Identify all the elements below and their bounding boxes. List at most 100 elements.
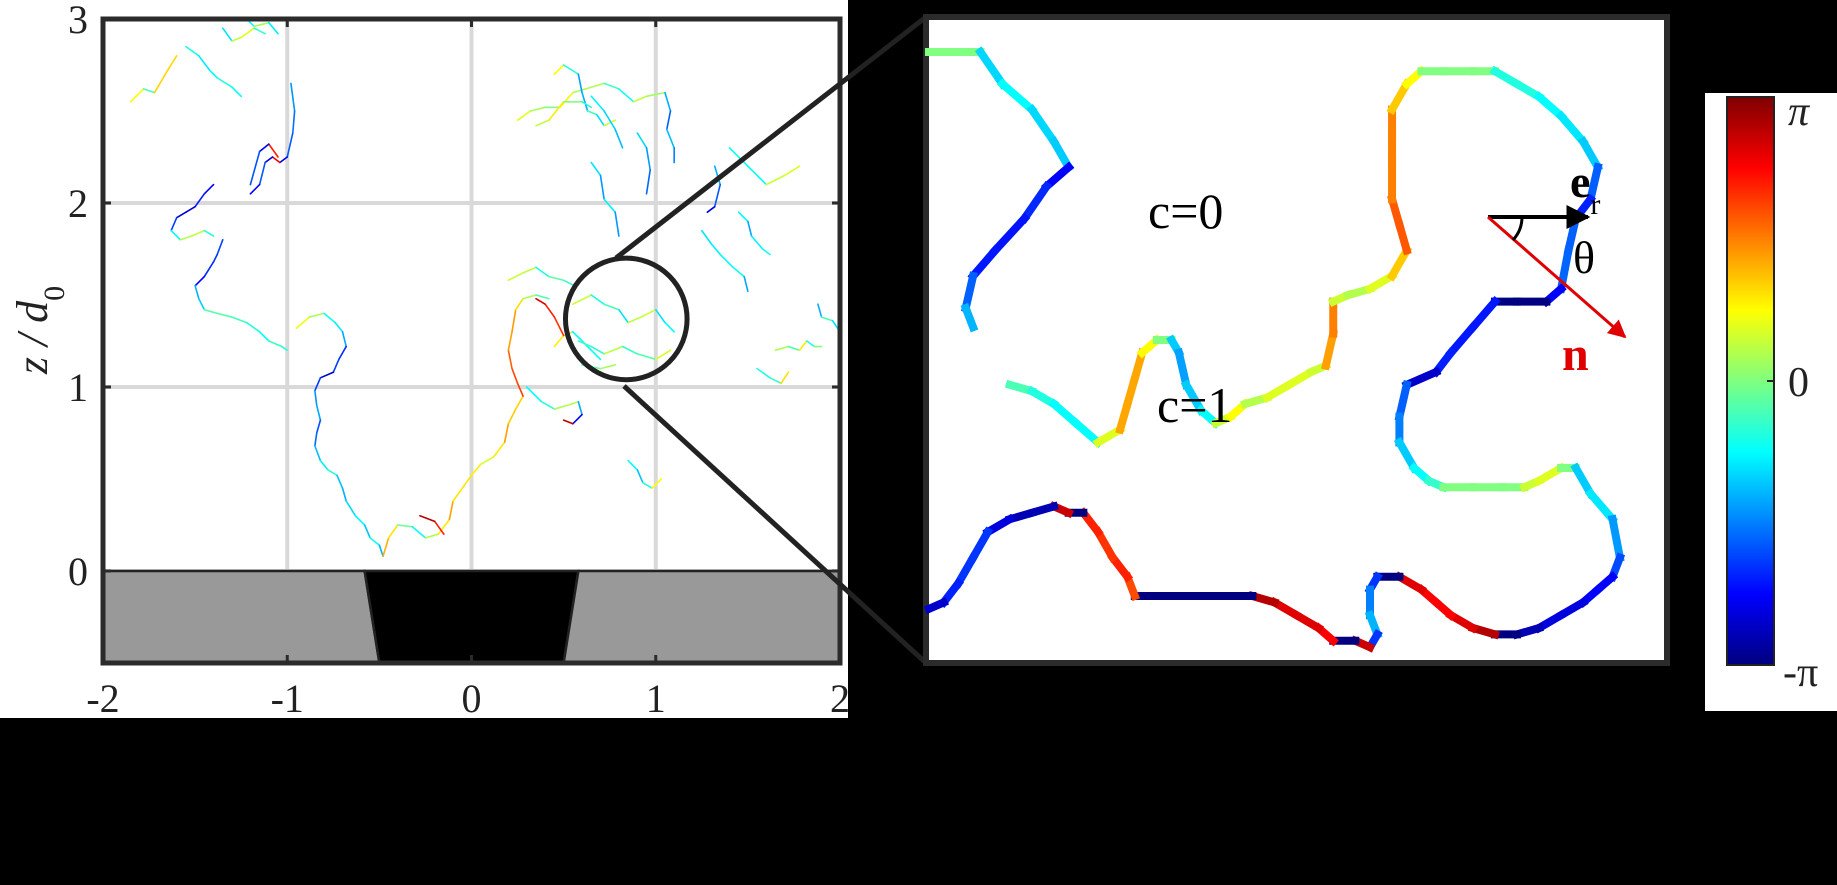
flame-front-segment bbox=[166, 54, 178, 72]
flame-front-segment bbox=[452, 487, 464, 502]
flame-front-segment bbox=[129, 88, 145, 103]
flame-front-segment bbox=[507, 272, 524, 282]
flame-front-segment bbox=[170, 216, 178, 232]
flame-front-segment bbox=[336, 474, 344, 490]
flame-front-segment bbox=[572, 330, 583, 342]
flame-front-segment bbox=[290, 82, 296, 112]
zoom-front-segment bbox=[1018, 180, 1053, 224]
flame-front-segment bbox=[522, 266, 537, 274]
flame-front-segment bbox=[396, 524, 414, 528]
flame-front-segment bbox=[614, 211, 620, 237]
flame-front-segment bbox=[590, 161, 602, 177]
zoom-front-segment bbox=[967, 526, 994, 564]
flame-front-segment bbox=[590, 345, 605, 355]
x-tick-label: -2 bbox=[86, 676, 119, 721]
flame-front-segment bbox=[221, 27, 233, 42]
zoom-front-segment bbox=[1070, 417, 1104, 449]
flame-front-segment bbox=[654, 349, 672, 361]
zoom-front-segment bbox=[1180, 379, 1207, 416]
zoom-front-segment bbox=[1401, 366, 1442, 391]
flame-front-segment bbox=[645, 169, 652, 195]
flame-front-segment bbox=[511, 308, 517, 333]
flame-front-segment bbox=[433, 520, 445, 536]
flame-front-segment bbox=[253, 21, 270, 28]
flame-front-segment bbox=[326, 468, 338, 477]
flame-front-segment bbox=[319, 459, 329, 471]
flame-front-segment bbox=[618, 88, 635, 103]
flame-front-segment bbox=[511, 367, 519, 385]
flame-front-segment bbox=[387, 524, 399, 539]
flame-front-segment bbox=[203, 183, 215, 195]
flame-front-segment bbox=[535, 266, 550, 278]
flame-front-segment bbox=[636, 353, 657, 361]
zoom-front-segment bbox=[996, 78, 1038, 116]
flame-front-segment bbox=[548, 101, 565, 121]
zoom-front-segment bbox=[1026, 385, 1060, 410]
flame-front-segment bbox=[268, 21, 279, 35]
label-theta: θ bbox=[1573, 232, 1595, 283]
flame-front-segment bbox=[334, 321, 344, 333]
flame-front-segment bbox=[627, 459, 639, 471]
flame-front-segment bbox=[194, 284, 200, 300]
flame-front-segment bbox=[614, 128, 624, 149]
colorbar-label-mid: 0 bbox=[1788, 360, 1809, 406]
y-axis-label: z / d0 bbox=[8, 286, 71, 375]
flame-front-segment bbox=[411, 526, 427, 539]
flame-front-segment bbox=[314, 376, 322, 392]
flame-front-segment bbox=[203, 229, 215, 237]
label-c0: c=0 bbox=[1148, 183, 1223, 239]
flame-front-segment bbox=[153, 69, 169, 94]
flame-front-segment bbox=[258, 330, 270, 342]
flame-front-segment bbox=[664, 321, 675, 333]
flame-fronts bbox=[129, 18, 841, 558]
flame-front-segment bbox=[170, 229, 182, 241]
flame-front-segment bbox=[516, 382, 524, 398]
flame-front-segment bbox=[231, 86, 242, 98]
flame-front-segment bbox=[572, 88, 587, 94]
flame-front-segment bbox=[253, 27, 266, 35]
flame-front-segment bbox=[603, 119, 617, 127]
flame-front-segment bbox=[761, 248, 771, 256]
flame-front-segment bbox=[553, 64, 565, 75]
flame-front-segment bbox=[231, 36, 242, 42]
flame-front-segment bbox=[710, 242, 722, 256]
zoom-circle bbox=[562, 255, 690, 383]
flame-front-segment bbox=[314, 432, 318, 447]
label-n: n bbox=[1562, 328, 1589, 381]
flame-front-segment bbox=[535, 297, 547, 306]
flame-front-segment bbox=[345, 500, 357, 517]
flame-front-segment bbox=[599, 364, 617, 370]
flame-front-segment bbox=[535, 294, 550, 300]
flame-front-segment bbox=[603, 303, 620, 311]
flame-front-segment bbox=[553, 334, 565, 348]
flame-front-segment bbox=[264, 156, 274, 164]
zoom-front-segment bbox=[1533, 91, 1567, 122]
flame-front-segment bbox=[507, 349, 513, 370]
main-axis-ticks bbox=[101, 17, 842, 663]
colorbar-label-top: π bbox=[1788, 89, 1810, 135]
flame-front-segment bbox=[212, 253, 219, 263]
flame-front-segment bbox=[756, 367, 771, 379]
flame-front-segment bbox=[419, 514, 436, 523]
flame-front-segment bbox=[470, 463, 482, 477]
y-axis-label-main: z / d bbox=[8, 300, 57, 375]
zoom-front-segment bbox=[960, 271, 978, 313]
y-axis-label-subscript: 0 bbox=[38, 286, 71, 301]
zoom-front-segment bbox=[1283, 366, 1317, 391]
flame-front-segment bbox=[728, 147, 749, 167]
colorbar-label-bottom: -π bbox=[1783, 650, 1818, 696]
flame-front-segment bbox=[577, 400, 583, 416]
flame-front-segment bbox=[713, 165, 722, 186]
zoom-front-segment bbox=[1394, 219, 1412, 256]
flame-front-segment bbox=[198, 54, 211, 72]
flame-front-segment bbox=[651, 478, 663, 490]
flame-front-segment bbox=[645, 91, 666, 98]
nozzle-jet bbox=[363, 569, 580, 665]
zoom-front-segment bbox=[1291, 609, 1325, 634]
flame-front-segment bbox=[553, 316, 565, 337]
flame-front-segment bbox=[562, 64, 580, 75]
flame-front-segment bbox=[654, 308, 666, 324]
flame-front-segment bbox=[479, 456, 495, 466]
flame-front-segment bbox=[666, 110, 672, 131]
flame-front-segment bbox=[577, 73, 583, 94]
